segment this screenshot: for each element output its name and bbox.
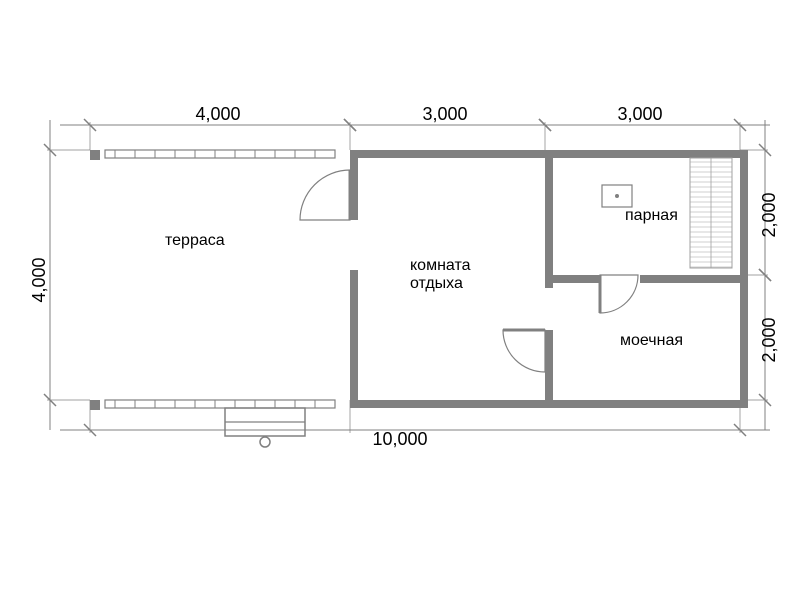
room-label-rest: комната [410, 257, 471, 274]
dimension-label: 10,000 [372, 429, 427, 449]
dimension-label: 3,000 [422, 104, 467, 124]
dimension-label: 4,000 [29, 257, 49, 302]
dimension-label: 4,000 [195, 104, 240, 124]
dimension-label: 2,000 [759, 192, 779, 237]
dimension-label: 3,000 [617, 104, 662, 124]
plan-svg: 4,000 3,000 3,000 10,000 4,000 2,000 2,000 тер… [0, 0, 800, 600]
dimension-label: 2,000 [759, 317, 779, 362]
floor-plan: { "canvas": { "w": 800, "h": 600, "bg": … [0, 0, 800, 600]
room-label-rest: отдыха [410, 275, 463, 292]
room-label-terrace: терраса [165, 232, 225, 249]
room-label-wash: моечная [620, 332, 683, 349]
room-label-steam: парная [625, 207, 678, 224]
